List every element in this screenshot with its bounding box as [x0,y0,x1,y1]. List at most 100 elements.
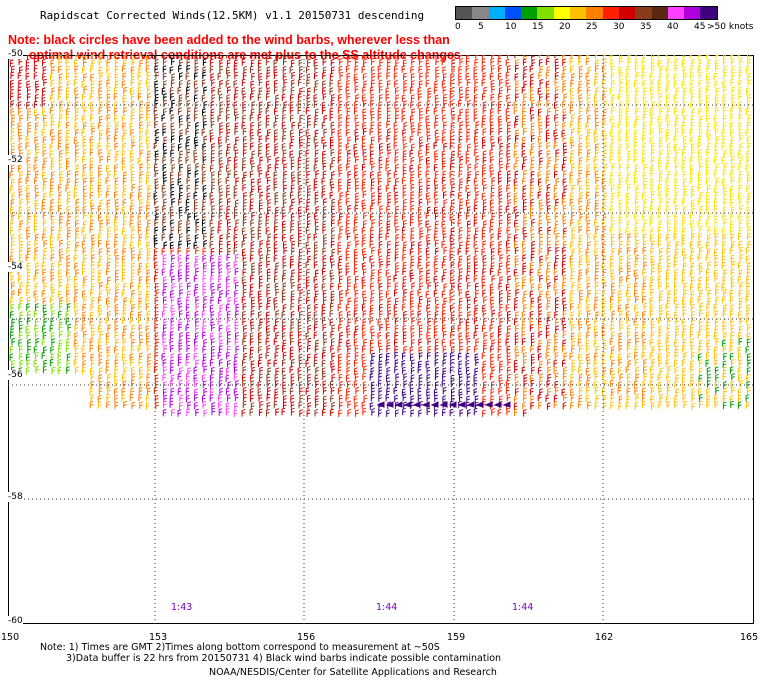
wind-barb [722,276,727,284]
wind-barb [371,199,376,207]
wind-barb [81,115,86,123]
wind-barb [618,129,622,137]
wind-barb [554,372,559,381]
wind-barb [18,317,23,326]
wind-barb [283,78,288,87]
wind-barb [233,297,238,305]
wind-barb [570,218,574,227]
wind-barb [35,80,39,88]
wind-barb [538,247,543,256]
wind-barb [713,248,718,256]
wind-barb [329,113,334,122]
wind-barb [90,303,95,311]
wind-barb [329,191,334,199]
wind-barb [593,232,598,241]
wind-barb [203,232,207,241]
wind-barb [81,267,86,276]
wind-barb [266,409,270,417]
wind-barb [707,213,712,221]
wind-barb [361,401,366,409]
wind-barb [450,177,454,186]
wind-barb [249,283,254,291]
wind-barb [683,185,688,193]
wind-barb [555,246,559,255]
wind-barb [403,317,407,325]
wind-barb [403,142,407,151]
wind-barb [179,79,183,88]
wind-barb [627,373,631,381]
wind-barb [522,409,527,417]
wind-barb [34,122,39,130]
wind-barb [626,274,630,283]
wind-barb [626,220,631,228]
wind-barb [714,394,718,402]
wind-barb [473,379,478,388]
wind-barb [123,129,127,137]
wind-barb [474,198,478,206]
wind-barb [258,169,263,178]
wind-barb [395,373,400,381]
wind-barb [442,73,447,81]
wind-barb [178,191,183,200]
wind-barb [321,351,326,360]
wind-barb [210,296,215,304]
wind-barb [619,86,623,94]
wind-barb [418,360,422,368]
wind-barb [642,93,647,102]
wind-barb [515,80,519,88]
wind-barb [514,255,519,263]
wind-barb [482,254,487,263]
wind-barb [586,170,590,179]
wind-barb [729,246,734,255]
wind-barb [569,57,574,66]
wind-barb [442,255,447,263]
wind-barb [618,213,623,221]
wind-barb [331,401,336,410]
wind-barb [658,331,663,339]
wind-barb [19,220,24,228]
wind-barb [666,73,670,81]
wind-barb [266,87,271,95]
wind-barb [483,220,487,228]
wind-barb [650,387,655,395]
wind-barb [347,57,351,66]
wind-barb [594,64,599,73]
wind-barb [394,359,399,367]
wind-barb [121,206,126,214]
wind-barb [441,338,446,347]
wind-barb [571,323,575,332]
wind-barb [146,204,150,213]
wind-barb [193,288,198,297]
wind-barb [379,295,383,304]
wind-barb [329,79,334,88]
wind-barb [267,274,271,283]
wind-barb [587,374,591,382]
wind-barb [650,402,655,410]
wind-barb [114,55,118,59]
wind-barb [170,55,174,59]
wind-barb [337,282,342,291]
wind-barb [602,72,607,81]
wind-barb [698,87,703,95]
wind-barb [714,94,719,102]
wind-barb [497,106,502,115]
wind-barb [682,55,687,60]
wind-barb [50,283,55,291]
wind-barb [529,148,534,157]
wind-barb [498,240,502,249]
wind-barb [467,220,471,228]
wind-barb [657,240,662,248]
wind-barb [154,359,159,368]
legend-swatch [537,7,554,19]
wind-barb [273,400,278,409]
wind-barb [282,65,287,74]
wind-barb [177,358,182,367]
wind-barb [441,150,446,158]
wind-barb [9,92,14,101]
wind-barb [138,80,143,88]
wind-barb [546,100,551,108]
wind-barb [33,290,38,298]
wind-barb [145,402,150,410]
wind-barb [690,199,695,207]
wind-barb [739,246,744,255]
